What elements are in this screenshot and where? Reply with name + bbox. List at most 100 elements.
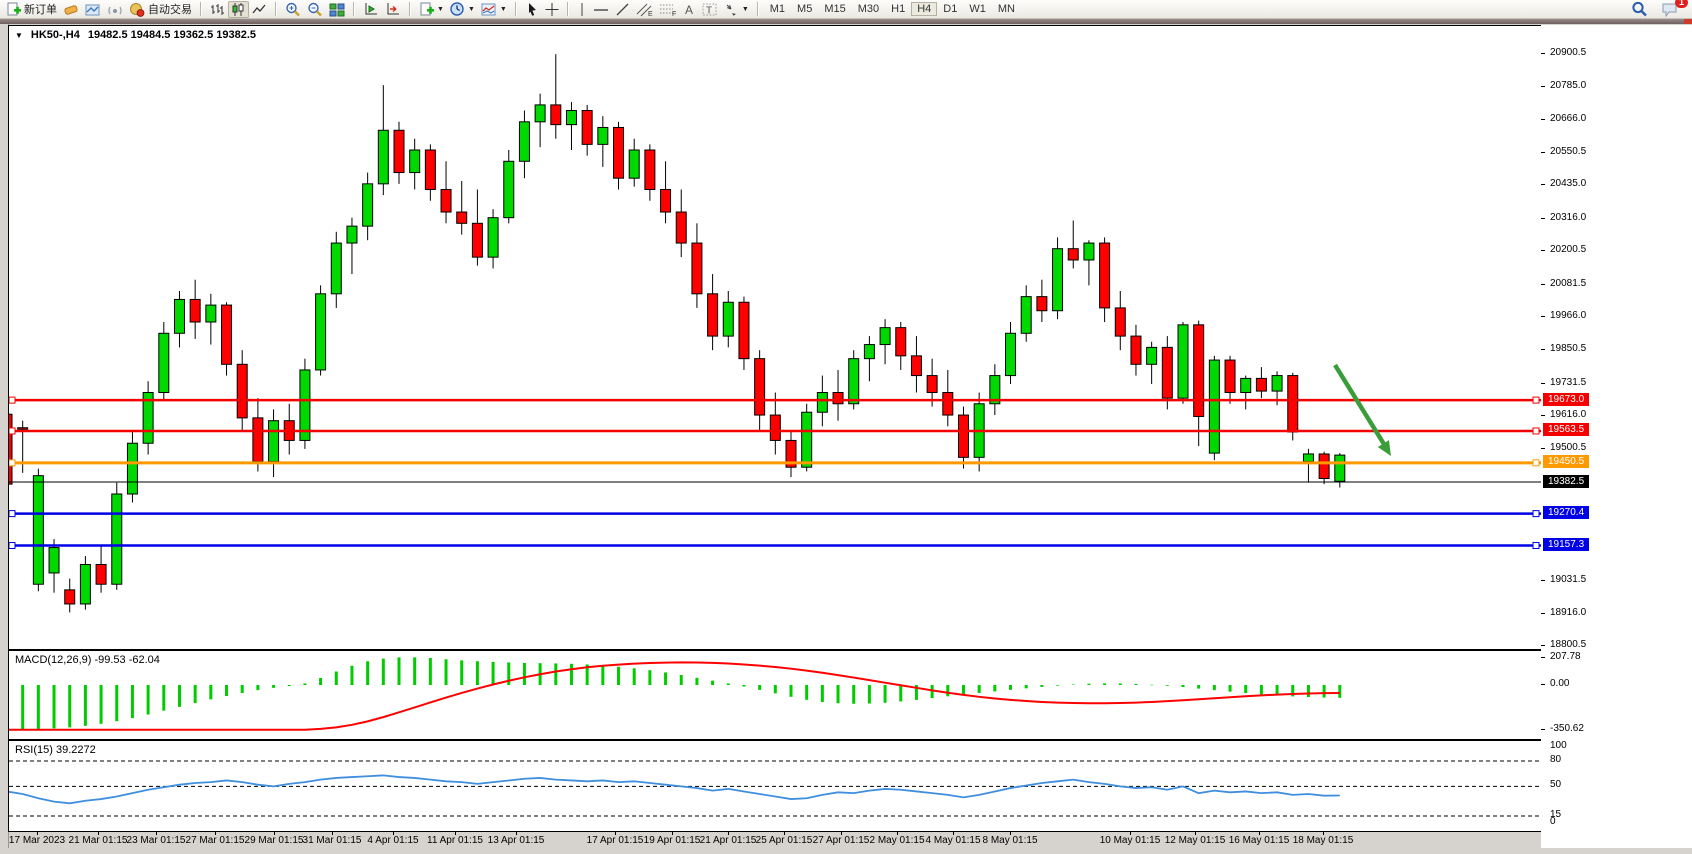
price-tick-mark xyxy=(1541,151,1545,153)
bull-candle xyxy=(299,369,311,441)
macd-bar xyxy=(397,657,401,685)
price-tick-mark xyxy=(1541,645,1545,647)
arrows-button[interactable]: ▼ xyxy=(721,1,752,18)
candlestick-chart-button[interactable] xyxy=(228,0,249,18)
hline-anchor xyxy=(9,427,16,435)
bear-candle xyxy=(910,355,922,377)
chart-shift-button[interactable] xyxy=(382,1,404,18)
price-tick-mark xyxy=(1541,53,1545,54)
crayon-button[interactable] xyxy=(60,1,82,18)
profile-charts-button[interactable] xyxy=(82,1,104,18)
chart-ohlc: 19482.5 19484.5 19362.5 19382.5 xyxy=(87,29,257,41)
zoom-in-button[interactable] xyxy=(282,1,304,18)
cursor-button[interactable] xyxy=(522,1,542,18)
autotrade-button[interactable]: 自动交易 xyxy=(126,0,195,18)
periods-button[interactable]: ▼ xyxy=(447,1,478,18)
timeframe-M5[interactable]: M5 xyxy=(797,3,813,15)
macd-bar xyxy=(428,658,432,685)
bull-candle xyxy=(518,121,530,162)
macd-bar xyxy=(632,668,636,685)
rsi-axis-label: 100 xyxy=(1550,740,1567,751)
bull-candle xyxy=(1240,377,1252,393)
bar-chart-button[interactable] xyxy=(207,1,228,18)
timeframe-H4[interactable]: H4 xyxy=(911,2,938,16)
auto-scroll-button[interactable] xyxy=(360,1,382,18)
search-button[interactable] xyxy=(1628,0,1651,18)
hline-anchor xyxy=(9,459,16,467)
trend-arrow[interactable] xyxy=(1333,363,1389,451)
bear-candle xyxy=(1255,377,1267,392)
bear-candle xyxy=(1161,346,1173,399)
macd-bar xyxy=(1087,683,1091,685)
chart-shift-icon xyxy=(387,2,399,14)
macd-bar xyxy=(1244,685,1248,694)
time-label: 25 Apr 01:15 xyxy=(755,835,813,846)
macd-bar xyxy=(240,685,244,693)
macd-bar xyxy=(444,659,448,685)
macd-bar xyxy=(569,663,573,685)
candlestick-chart[interactable] xyxy=(9,26,1541,649)
price-tick-mark xyxy=(1541,447,1545,449)
horizontal-line-button[interactable] xyxy=(590,1,612,18)
price-tick-mark xyxy=(1541,612,1545,614)
timeframe-M15[interactable]: M15 xyxy=(824,3,846,15)
text-button[interactable]: A xyxy=(680,1,699,18)
time-tick xyxy=(215,831,216,835)
bull-candle xyxy=(1052,248,1064,312)
rsi-pane[interactable]: RSI(15) 39.2272 xyxy=(8,740,1542,832)
autotrade-icon xyxy=(130,2,145,17)
price-tick-mark xyxy=(1541,250,1545,252)
trendline-button[interactable] xyxy=(612,1,633,18)
timeframe-M1[interactable]: M1 xyxy=(769,3,786,15)
zoom-in-icon xyxy=(286,2,300,16)
timeframe-D1[interactable]: D1 xyxy=(943,3,958,15)
signals-button[interactable] xyxy=(104,1,126,18)
rsi-axis-label: 0 xyxy=(1550,816,1556,827)
vertical-line-button[interactable] xyxy=(574,1,590,18)
bear-candle xyxy=(1318,453,1330,479)
bear-candle xyxy=(942,391,954,416)
macd-bar xyxy=(209,685,213,700)
macd-bar xyxy=(961,685,965,695)
bull-candle xyxy=(487,217,499,258)
indicators-icon xyxy=(481,3,496,15)
fibonacci-button[interactable]: F xyxy=(656,1,680,18)
hline-anchor xyxy=(1532,459,1540,467)
time-axis[interactable]: 17 Mar 2023 21 Mar 01:15 23 Mar 01:15 27 Ma… xyxy=(8,831,1540,848)
notifications-button[interactable]: 1 xyxy=(1659,0,1688,18)
equidistant-channel-button[interactable]: E xyxy=(633,1,656,18)
timeframe-M30[interactable]: M30 xyxy=(857,3,880,15)
timeframe-H1[interactable]: H1 xyxy=(891,3,906,15)
time-label: 16 May 01:15 xyxy=(1228,835,1290,846)
macd-bar xyxy=(1228,685,1232,692)
main-chart-pane[interactable]: ▼ HK50-,H4 19482.5 19484.5 19362.5 19382… xyxy=(8,25,1542,650)
new-order-button[interactable]: 新订单 xyxy=(3,0,60,18)
timeframe-MN[interactable]: MN xyxy=(997,3,1015,15)
macd-pane[interactable]: MACD(12,26,9) -99.53 -62.04 xyxy=(8,650,1542,740)
crosshair-button[interactable] xyxy=(542,1,562,18)
chart-dropdown-caret[interactable]: ▼ xyxy=(15,30,23,40)
macd-bar xyxy=(1040,685,1044,687)
vertical-line-icon xyxy=(581,2,583,16)
macd-bar xyxy=(1306,685,1310,698)
timeframe-W1[interactable]: W1 xyxy=(969,3,986,15)
new-template-button[interactable]: ▼ xyxy=(416,1,447,18)
macd-bar xyxy=(272,685,276,688)
price-axis[interactable]: 20900.5 20785.0 20666.0 20550.5 20435.0 20316… xyxy=(1541,25,1692,848)
bull-candle xyxy=(1146,346,1158,365)
tile-windows-button[interactable] xyxy=(326,1,348,18)
macd-bar xyxy=(758,685,762,690)
bear-candle xyxy=(660,188,672,213)
macd-bar xyxy=(1338,685,1342,698)
bull-candle xyxy=(32,475,44,585)
text-label-button[interactable]: T xyxy=(699,1,721,18)
indicators-button[interactable]: ▼ xyxy=(478,1,510,18)
macd-bar xyxy=(460,660,464,685)
hline-anchor xyxy=(9,542,16,550)
zoom-out-button[interactable] xyxy=(304,1,326,18)
bull-candle xyxy=(126,442,138,495)
time-label: 18 May 01:15 xyxy=(1292,835,1354,846)
rsi-line xyxy=(9,774,1340,805)
line-chart-button[interactable] xyxy=(249,1,270,18)
bull-candle xyxy=(48,547,60,574)
